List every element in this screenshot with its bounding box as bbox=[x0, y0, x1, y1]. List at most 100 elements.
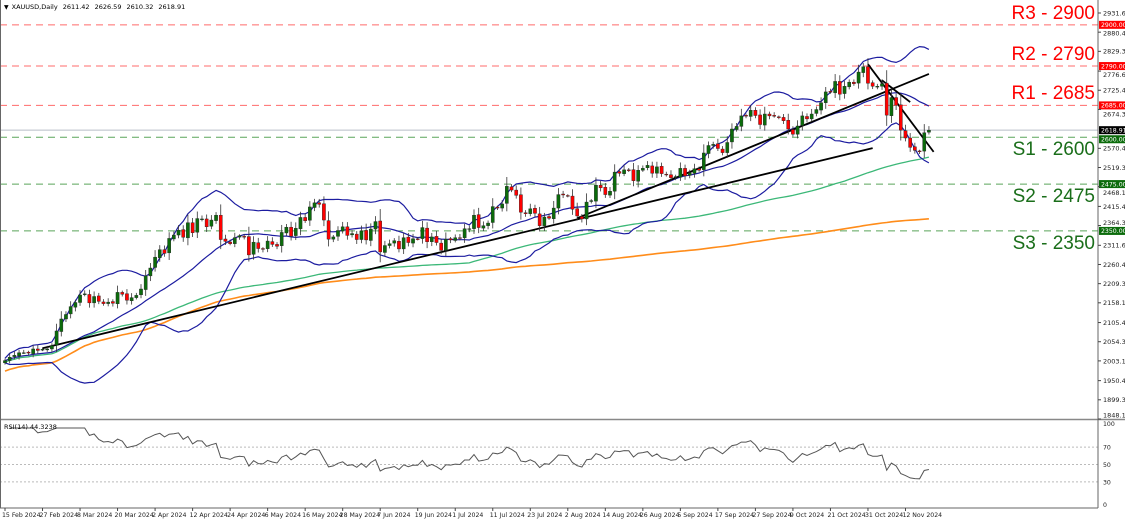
candle bbox=[566, 194, 570, 198]
candle-body-up bbox=[645, 165, 650, 168]
candle-body-down bbox=[683, 168, 687, 177]
x-tick-label: 27 Feb 2024 bbox=[40, 512, 79, 519]
candle-body-up bbox=[762, 113, 767, 126]
candle-body-up bbox=[186, 222, 190, 239]
candle-body-down bbox=[791, 129, 795, 135]
candle-body-down bbox=[514, 189, 519, 196]
candle bbox=[673, 174, 678, 181]
x-tick-label: 14 Aug 2024 bbox=[602, 512, 642, 519]
candle-body-down bbox=[838, 81, 842, 95]
candle-body-up bbox=[505, 186, 509, 204]
candle bbox=[603, 183, 608, 198]
candle-body-up bbox=[608, 191, 612, 196]
candle bbox=[293, 222, 298, 241]
candle-body-up bbox=[833, 81, 837, 94]
candle-body-up bbox=[336, 230, 340, 237]
y-tick-label: 2829.30 bbox=[1103, 48, 1125, 56]
candle-body-down bbox=[781, 117, 786, 121]
candle bbox=[509, 184, 514, 193]
candle-body-down bbox=[772, 115, 776, 117]
y-tick-label: 1848.15 bbox=[1103, 411, 1125, 419]
candle-body-up bbox=[734, 126, 739, 130]
candle bbox=[678, 162, 683, 181]
candle-body-up bbox=[134, 295, 139, 298]
y-tick-label: 2209.30 bbox=[1103, 280, 1125, 288]
candle-body-up bbox=[209, 219, 214, 227]
candle-body-down bbox=[397, 241, 401, 250]
candle-body-up bbox=[556, 194, 561, 209]
candle-body-down bbox=[617, 171, 622, 174]
candle-body-up bbox=[331, 236, 336, 240]
candle bbox=[59, 311, 64, 337]
candle-body-up bbox=[68, 306, 73, 315]
candle bbox=[21, 349, 26, 354]
candle bbox=[101, 299, 106, 306]
candle-body-up bbox=[702, 152, 706, 170]
candle-body-up bbox=[673, 176, 678, 178]
x-tick-label: 15 Feb 2024 bbox=[2, 512, 41, 519]
candle bbox=[50, 343, 54, 353]
candle bbox=[861, 63, 866, 78]
candle-body-up bbox=[725, 142, 730, 153]
candle bbox=[495, 205, 500, 211]
candle bbox=[561, 190, 565, 199]
candle bbox=[392, 238, 397, 247]
candle bbox=[791, 126, 795, 137]
candle bbox=[115, 285, 120, 309]
level-label-r3: R3 - 2900 bbox=[1011, 2, 1095, 24]
candle-body-up bbox=[157, 249, 162, 258]
candle-body-down bbox=[495, 206, 500, 209]
candle-body-down bbox=[523, 212, 528, 214]
candle bbox=[78, 290, 82, 306]
candle-body-up bbox=[21, 352, 26, 354]
candle-body-down bbox=[917, 150, 922, 152]
candle-body-up bbox=[195, 218, 200, 233]
candle bbox=[908, 133, 912, 152]
candle bbox=[256, 237, 261, 253]
rsi-axis-label: 100 bbox=[1103, 421, 1115, 428]
candle-body-up bbox=[856, 71, 861, 84]
candle-body-up bbox=[490, 206, 495, 223]
candle bbox=[111, 299, 115, 307]
level-tag: 2350.00 bbox=[1101, 228, 1125, 235]
candle-body-up bbox=[350, 233, 354, 236]
candle bbox=[762, 106, 767, 131]
candle bbox=[162, 245, 167, 257]
candle bbox=[176, 225, 181, 239]
candle-body-up bbox=[17, 352, 21, 357]
x-tick-label: 31 Oct 2024 bbox=[865, 512, 903, 519]
x-tick-label: 8 Mar 2024 bbox=[77, 512, 112, 519]
candle bbox=[186, 214, 190, 246]
candle-body-down bbox=[275, 244, 279, 247]
candle-body-up bbox=[293, 228, 298, 236]
candle bbox=[711, 141, 715, 149]
candle-body-down bbox=[181, 229, 186, 238]
candle-body-up bbox=[392, 240, 397, 244]
candle-body-up bbox=[214, 214, 218, 221]
candle bbox=[777, 115, 781, 120]
candle-body-up bbox=[265, 240, 270, 249]
candle bbox=[786, 113, 791, 135]
candle bbox=[87, 289, 92, 308]
dropdown-triangle-icon[interactable]: ▼ bbox=[4, 4, 9, 11]
candle-body-down bbox=[87, 294, 92, 304]
candle bbox=[650, 161, 655, 178]
candle-body-down bbox=[256, 242, 261, 249]
candle-body-down bbox=[758, 114, 762, 125]
trendline bbox=[42, 147, 873, 350]
candle-body-up bbox=[251, 241, 256, 255]
candle bbox=[617, 168, 622, 177]
y-tick-label: 2880.45 bbox=[1103, 30, 1125, 38]
x-tick-label: 9 Oct 2024 bbox=[790, 512, 824, 519]
candle bbox=[636, 165, 640, 188]
candle bbox=[31, 345, 35, 358]
close-value: 2618.91 bbox=[158, 3, 186, 11]
candle bbox=[401, 232, 406, 254]
candle-body-down bbox=[439, 242, 443, 251]
candle-body-down bbox=[870, 82, 875, 87]
candle bbox=[608, 187, 612, 199]
candle-body-down bbox=[434, 236, 439, 243]
candle bbox=[917, 149, 922, 154]
